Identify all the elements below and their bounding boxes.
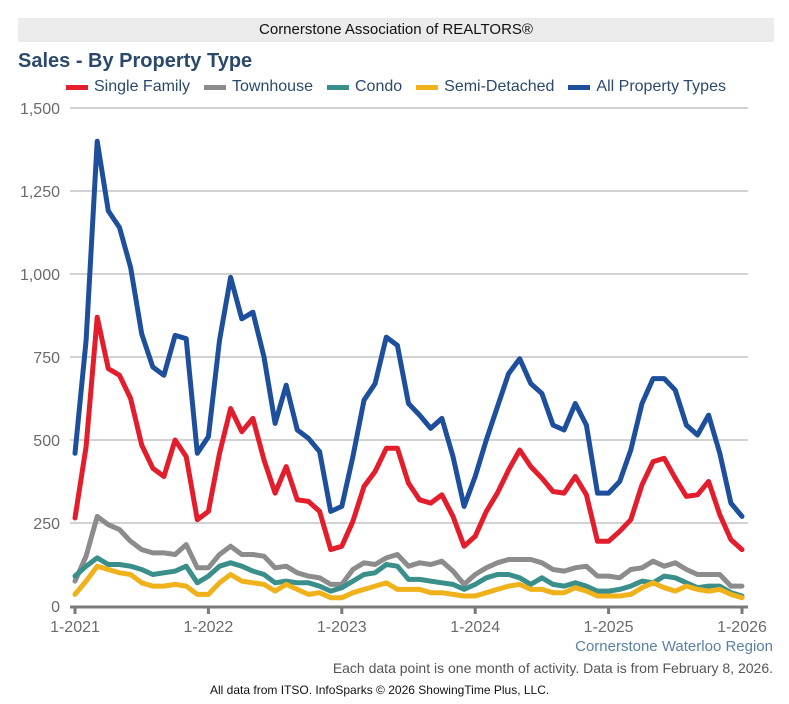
series-line-all-property-types	[72, 138, 745, 519]
legend-item-condo[interactable]: Condo	[326, 78, 403, 96]
legend-label: Semi-Detached	[444, 78, 555, 95]
series-line-single-family	[72, 314, 745, 553]
x-tick-label: 1-2026	[717, 619, 767, 636]
x-tick-label: 1-2025	[584, 619, 634, 636]
series-line-semi-detached	[72, 563, 745, 601]
x-tick-label: 1-2022	[183, 619, 233, 636]
chart-title: Sales - By Property Type	[18, 50, 253, 72]
legend-swatch	[416, 84, 439, 90]
x-tick-label: 1-2021	[50, 619, 100, 636]
data-credit: All data from ITSO. InfoSparks © 2026 Sh…	[210, 683, 550, 697]
y-tick-label: 500	[33, 433, 60, 450]
y-tick-label: 0	[51, 599, 60, 616]
legend-item-single-family[interactable]: Single Family	[66, 78, 190, 96]
series-line-townhouse	[72, 513, 745, 589]
legend-swatch	[326, 84, 349, 90]
legend-swatch	[204, 84, 227, 90]
legend-label: Townhouse	[232, 78, 313, 95]
legend-item-all-property-types[interactable]: All Property Types	[568, 78, 726, 96]
data-note: Each data point is one month of activity…	[332, 660, 773, 676]
legend-label: All Property Types	[596, 78, 726, 95]
legend-item-semi-detached[interactable]: Semi-Detached	[416, 78, 554, 96]
y-tick-label: 250	[33, 516, 60, 533]
x-tick-label: 1-2024	[450, 619, 500, 636]
x-tick-label: 1-2023	[317, 619, 367, 636]
legend: Single Family Townhouse Condo Semi-Detac…	[66, 78, 726, 96]
legend-swatch	[568, 84, 591, 90]
y-tick-label: 1,000	[20, 267, 60, 284]
legend-item-townhouse[interactable]: Townhouse	[204, 78, 313, 96]
series-line-condo	[72, 555, 745, 599]
y-tick-label: 750	[33, 350, 60, 367]
header-banner: Cornerstone Association of REALTORS®	[18, 18, 774, 42]
region-label: Cornerstone Waterloo Region	[575, 638, 773, 655]
y-tick-label: 1,500	[20, 101, 60, 118]
legend-label: Condo	[354, 78, 403, 95]
legend-swatch	[66, 84, 88, 90]
y-tick-label: 1,250	[20, 184, 60, 201]
legend-label: Single Family	[94, 78, 191, 95]
